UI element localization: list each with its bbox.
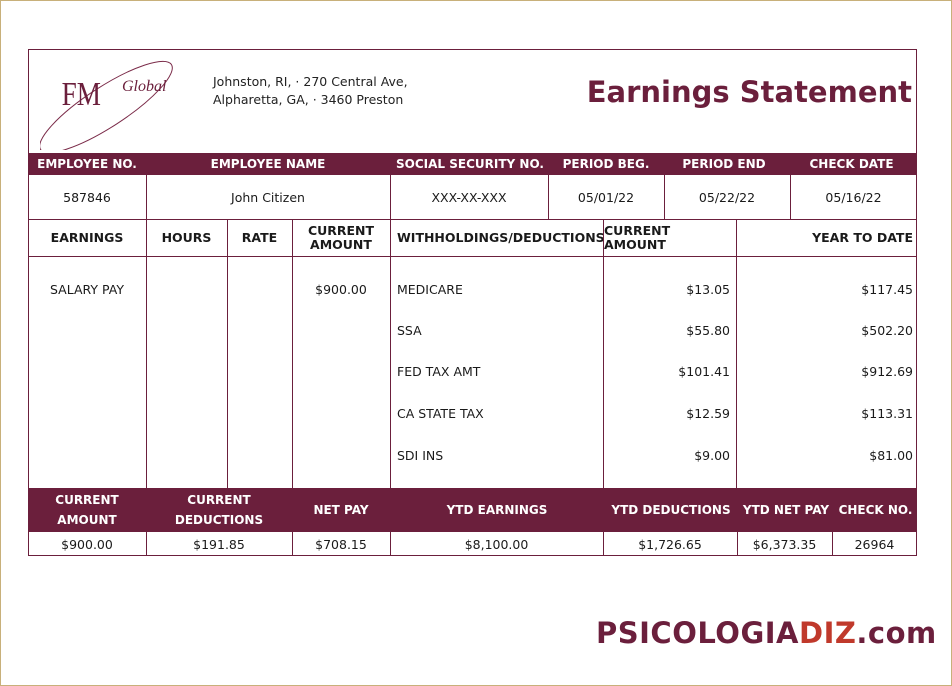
divider [664, 175, 665, 219]
deduction-ytd: $912.69 [861, 364, 913, 379]
earnings-statement [28, 49, 917, 556]
watermark-part2: DIZ [799, 616, 857, 650]
divider [227, 220, 228, 488]
divider [146, 175, 147, 219]
divider [603, 220, 604, 488]
col-earnings: EARNINGS [50, 230, 124, 245]
svg-text:FM: FM [62, 75, 101, 113]
check-date: 05/16/22 [825, 189, 882, 205]
deduction-current: $9.00 [694, 448, 730, 463]
deduction-current: $101.41 [678, 364, 730, 379]
company-address: Johnston, RI, · 270 Central Ave, Alphare… [213, 73, 408, 109]
label-ytd-deductions: YTD DEDUCTIONS [611, 503, 731, 517]
label-employee-name: EMPLOYEE NAME [210, 157, 326, 171]
divider [292, 532, 293, 556]
deduction-ytd: $81.00 [869, 448, 913, 463]
divider [390, 220, 391, 488]
label-ytd-net-pay: YTD NET PAY [742, 503, 830, 517]
summary-ytd-earnings: $8,100.00 [464, 536, 529, 552]
watermark-part1: PSICOLOGIA [596, 616, 800, 650]
divider [390, 532, 391, 556]
summary-current-deductions: $191.85 [193, 536, 245, 552]
divider [28, 256, 917, 257]
col-hours: HOURS [161, 230, 212, 245]
watermark: PSICOLOGIADIZ.com [596, 616, 937, 650]
ssn: XXX-XX-XXX [431, 189, 507, 205]
deduction-ytd: $502.20 [861, 323, 913, 338]
summary-net-pay: $708.15 [315, 536, 367, 552]
label-ytd-earnings: YTD EARNINGS [446, 503, 548, 517]
divider [146, 220, 147, 488]
label-summary-current-deductions-line1: CURRENT [187, 493, 251, 507]
deduction-name: SSA [397, 323, 422, 338]
col-current-amount-line1: CURRENT [307, 223, 375, 238]
svg-text:Global: Global [122, 78, 167, 95]
divider [146, 532, 147, 556]
label-summary-current-deductions: CURRENT DEDUCTIONS [146, 488, 292, 532]
summary-current-amount: $900.00 [61, 536, 113, 552]
divider [292, 220, 293, 488]
label-check-no: CHECK NO. [838, 503, 913, 517]
label-employee-no: EMPLOYEE NO. [37, 157, 137, 171]
divider [736, 220, 737, 488]
col-deduction-current: CURRENT AMOUNT [604, 223, 671, 252]
label-check-date: CHECK DATE [809, 157, 894, 171]
deduction-current: $55.80 [686, 323, 730, 338]
divider [737, 532, 738, 556]
employee-no: 587846 [63, 189, 111, 205]
deduction-current: $12.59 [686, 406, 730, 421]
divider [548, 175, 549, 219]
address-line-1: Johnston, RI, · 270 Central Ave, [213, 74, 408, 89]
deduction-current: $13.05 [686, 282, 730, 297]
summary-ytd-net-pay: $6,373.35 [752, 536, 817, 552]
col-year-to-date: YEAR TO DATE [812, 230, 913, 245]
label-summary-current-amount-line1: CURRENT [55, 493, 119, 507]
label-summary-current-amount: CURRENT AMOUNT [28, 488, 146, 532]
divider [603, 532, 604, 556]
employee-name: John Citizen [231, 189, 305, 205]
deduction-ytd: $113.31 [861, 406, 913, 421]
label-period-beg: PERIOD BEG. [562, 157, 650, 171]
deduction-name: MEDICARE [397, 282, 463, 297]
period-beg: 05/01/22 [577, 189, 635, 205]
label-summary-current-amount-line2: AMOUNT [57, 513, 117, 527]
col-withholdings: WITHHOLDINGS/DEDUCTIONS [397, 230, 605, 245]
document-title: Earnings Statement [586, 75, 912, 109]
company-logo: FM Global [40, 60, 173, 150]
deduction-name: SDI INS [397, 448, 444, 463]
watermark-part3: .com [856, 616, 937, 650]
earning-amount: $900.00 [315, 282, 367, 297]
divider [832, 532, 833, 556]
deduction-name: FED TAX AMT [397, 364, 481, 379]
label-ssn: SOCIAL SECURITY NO. [396, 157, 544, 171]
employee-header-bar: EMPLOYEE NO. EMPLOYEE NAME SOCIAL SECURI… [28, 153, 917, 175]
deduction-ytd: $117.45 [861, 282, 913, 297]
period-end: 05/22/22 [698, 189, 756, 205]
divider [28, 219, 917, 220]
col-current-amount-line2: AMOUNT [310, 237, 372, 252]
label-period-end: PERIOD END [682, 157, 766, 171]
divider [390, 175, 391, 219]
divider [790, 175, 791, 219]
address-line-2: Alpharetta, GA, · 3460 Preston [213, 92, 404, 107]
earning-name: SALARY PAY [50, 282, 124, 297]
deduction-name: CA STATE TAX [397, 406, 484, 421]
summary-header-bar: CURRENT AMOUNT CURRENT DEDUCTIONS NET PA… [28, 488, 917, 532]
label-summary-current-deductions-line2: DEDUCTIONS [174, 513, 264, 527]
col-rate: RATE [241, 230, 278, 245]
col-current-amount: CURRENT AMOUNT [292, 220, 390, 256]
summary-ytd-deductions: $1,726.65 [638, 536, 702, 552]
summary-check-no: 26964 [854, 536, 895, 552]
label-net-pay: NET PAY [313, 503, 369, 517]
